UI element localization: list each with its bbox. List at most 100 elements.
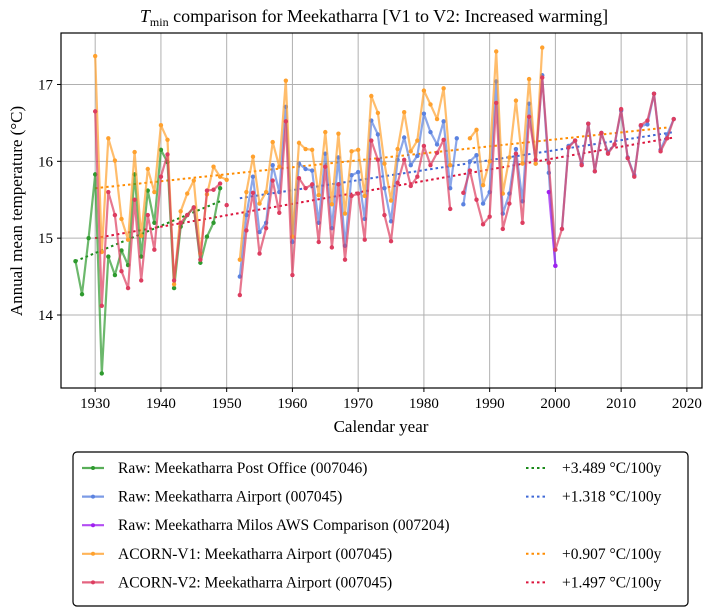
x-tick-label: 1940 xyxy=(146,396,176,412)
data-point xyxy=(559,226,565,232)
data-point xyxy=(480,201,486,206)
data-point xyxy=(283,78,289,83)
legend-label: ACORN-V1: Meekatharra Airport (007045) xyxy=(118,546,392,563)
data-point xyxy=(388,198,394,203)
data-point xyxy=(415,174,420,179)
data-point xyxy=(270,162,275,168)
data-point xyxy=(336,182,341,187)
data-point xyxy=(454,136,459,141)
x-tick-label: 1960 xyxy=(277,396,307,412)
x-tick-label: 1980 xyxy=(409,396,439,412)
data-point xyxy=(401,109,407,115)
data-point xyxy=(185,212,190,218)
data-point xyxy=(250,174,256,179)
data-point xyxy=(158,147,164,152)
data-point xyxy=(224,177,229,182)
data-point xyxy=(408,162,413,168)
data-point xyxy=(369,93,374,99)
data-point xyxy=(401,157,407,162)
data-point xyxy=(441,137,446,143)
data-point xyxy=(375,157,381,162)
data-point xyxy=(217,174,223,179)
data-point xyxy=(467,168,473,173)
data-point xyxy=(191,178,197,183)
legend-label: Raw: Meekatharra Post Office (007046) xyxy=(118,460,367,477)
data-point xyxy=(204,234,210,239)
data-point xyxy=(99,303,104,308)
x-axis-label: Calendar year xyxy=(334,417,429,436)
data-point xyxy=(283,119,289,124)
data-point xyxy=(323,129,328,135)
data-point xyxy=(513,151,519,156)
legend-frame xyxy=(72,451,689,607)
data-point xyxy=(145,166,150,172)
data-point xyxy=(428,162,433,168)
data-point xyxy=(540,45,545,50)
data-point xyxy=(533,161,538,166)
data-point xyxy=(520,161,525,166)
legend-label: Raw: Meekatharra Milos AWS Comparison (0… xyxy=(118,517,450,534)
data-point xyxy=(513,98,519,103)
data-point xyxy=(316,239,321,245)
data-point xyxy=(448,206,453,212)
legend-marker xyxy=(91,523,95,528)
x-tick-label: 1950 xyxy=(212,396,242,412)
legend-item: Raw: Meekatharra Milos AWS Comparison (0… xyxy=(82,517,450,534)
series-3 xyxy=(92,45,545,287)
y-axis-label: Annual mean temperature (°C) xyxy=(7,106,26,316)
data-point xyxy=(415,138,420,143)
data-point xyxy=(257,201,262,206)
data-point xyxy=(579,162,584,168)
data-point xyxy=(119,248,124,253)
data-point xyxy=(401,135,407,140)
data-point xyxy=(494,100,499,106)
data-point xyxy=(106,189,111,195)
legend-marker xyxy=(91,466,95,470)
data-point xyxy=(132,197,137,202)
data-point xyxy=(132,149,137,155)
data-point xyxy=(342,211,348,216)
data-point xyxy=(237,257,243,262)
data-point xyxy=(638,123,644,128)
data-point xyxy=(632,174,637,179)
data-point xyxy=(224,202,229,208)
data-point xyxy=(382,212,387,218)
legend-trend-label: +1.318 °C/100y xyxy=(562,489,662,506)
data-point xyxy=(671,116,676,122)
series-line xyxy=(94,111,221,307)
data-point xyxy=(125,285,131,291)
data-point xyxy=(112,212,118,218)
data-point xyxy=(382,161,387,166)
data-point xyxy=(375,132,381,137)
data-point xyxy=(572,138,578,143)
legend-item: ACORN-V1: Meekatharra Airport (007045) +0… xyxy=(82,546,662,563)
x-tick-label: 1970 xyxy=(343,396,373,412)
series-line xyxy=(547,192,557,266)
data-point xyxy=(309,182,315,187)
data-point xyxy=(448,162,453,168)
data-point xyxy=(480,182,486,188)
data-point xyxy=(296,140,302,146)
data-point xyxy=(395,180,400,186)
data-point xyxy=(244,228,249,233)
data-point xyxy=(382,186,387,191)
data-point xyxy=(487,214,492,219)
data-point xyxy=(290,272,295,278)
data-point xyxy=(112,272,118,278)
data-point xyxy=(395,146,400,152)
legend-label: ACORN-V2: Meekatharra Airport (007045) xyxy=(118,574,392,591)
data-point xyxy=(309,147,315,152)
y-axis: 14 15 16 17 xyxy=(38,77,61,324)
x-tick-label: 1930 xyxy=(80,396,110,412)
data-point xyxy=(375,110,381,116)
data-point xyxy=(507,155,512,160)
data-point xyxy=(185,191,190,196)
data-point xyxy=(92,53,98,59)
data-point xyxy=(217,186,223,191)
data-point xyxy=(421,143,427,149)
data-point xyxy=(171,278,177,283)
data-point xyxy=(92,109,98,114)
data-point xyxy=(355,147,361,152)
x-axis: 1930 1940 1950 1960 1970 1980 1990 2000 2010 2020 xyxy=(80,388,702,412)
